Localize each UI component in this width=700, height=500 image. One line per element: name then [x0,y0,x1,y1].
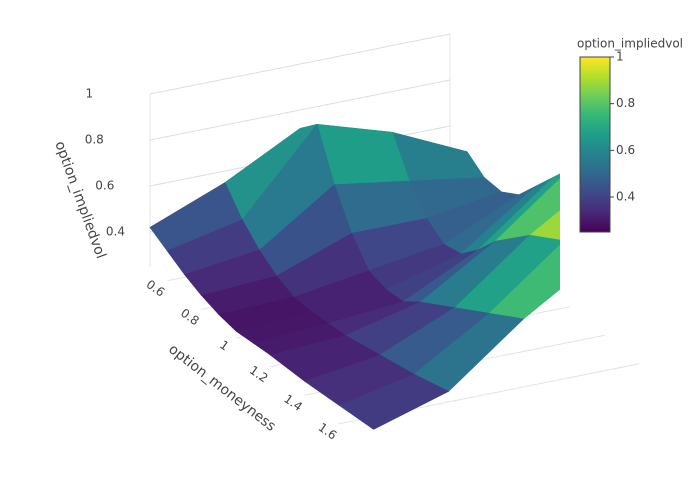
colorbar-tick-label: 0.6 [616,143,635,157]
x-axis-title: option_moneyness [165,341,278,434]
z-tick-label: 0.4 [106,225,125,239]
z-tick-label: 0.6 [95,179,114,193]
x-tick-label: 1 [217,338,231,354]
x-tick-label: 1.6 [316,420,340,442]
colorbar [579,56,611,233]
x-tick-label: 1.4 [281,392,305,414]
colorbar-title: option_impliedvol [577,37,683,51]
colorbar-tick-label: 1 [616,50,624,64]
colorbar-tick-label: 0.8 [616,96,635,110]
z-tick-label: 1 [86,87,94,101]
x-tick-label: 0.6 [144,277,168,299]
z-axis-title: option_impliedvol [51,139,108,261]
colorbar-tick-label: 0.4 [616,190,635,204]
z-tick-label: 0.8 [85,133,104,147]
x-tick-label: 0.8 [178,306,202,328]
x-tick-label: 1.2 [247,363,271,385]
surface-patch [338,373,450,430]
surface [149,123,560,430]
grid-line [149,33,451,95]
grid-line [149,79,451,141]
